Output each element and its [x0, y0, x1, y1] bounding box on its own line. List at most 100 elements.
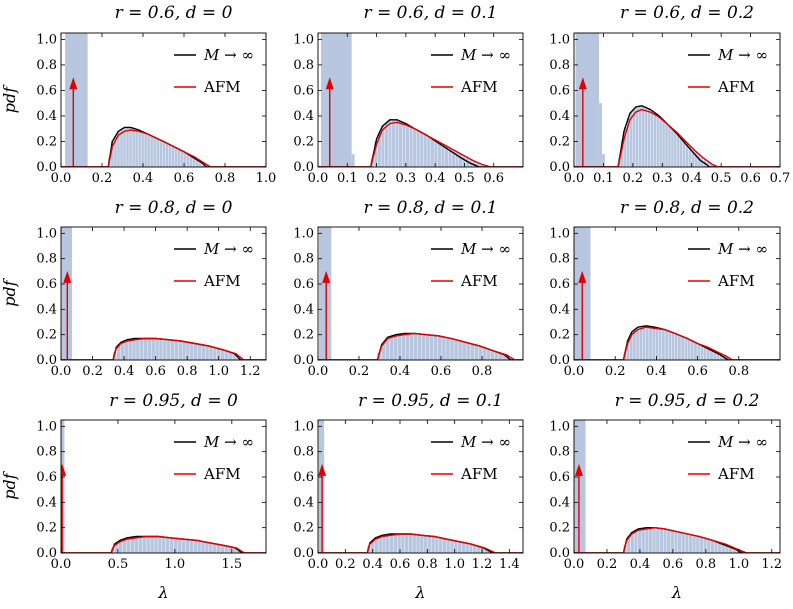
delta-arrowhead	[318, 463, 327, 476]
y-tick-label: 0.0	[36, 353, 57, 368]
histogram-bar	[732, 548, 736, 553]
x-tick-label: 0.7	[770, 171, 791, 186]
x-tick-label: 0.4	[425, 171, 446, 186]
histogram-bar	[166, 339, 171, 360]
histogram-bar	[126, 127, 129, 167]
histogram-bar	[658, 328, 662, 360]
x-tick-label: 0.4	[133, 171, 154, 186]
histogram-bar	[677, 532, 682, 553]
plot-area	[61, 420, 266, 553]
y-tick-label: 0.6	[293, 277, 314, 292]
y-tick-label: 0.0	[549, 353, 570, 368]
y-tick-label: 0.6	[293, 83, 314, 98]
histogram-bar	[659, 117, 662, 167]
afm-curve	[61, 535, 266, 553]
x-tick-label: 0.3	[652, 171, 673, 186]
histogram-bar	[351, 154, 355, 167]
histogram-bar	[710, 540, 714, 553]
y-tick-label: 0.0	[36, 546, 57, 561]
histogram-bar	[455, 152, 459, 167]
histogram-bar	[434, 335, 438, 360]
x-axis-label: λ	[157, 583, 168, 602]
histogram-bar	[129, 127, 132, 167]
histogram-bar	[198, 160, 202, 167]
x-tick-label: 0.0	[51, 171, 72, 186]
y-tick-label: 1.0	[293, 226, 314, 241]
histogram-bar	[146, 536, 150, 553]
histogram-bar	[472, 545, 477, 553]
legend-label-theory: M → ∞	[717, 46, 768, 64]
histogram-bar	[384, 122, 388, 167]
histogram-bar	[665, 123, 668, 167]
histogram-bar	[454, 541, 458, 553]
y-tick-label: 0.8	[549, 58, 570, 73]
histogram-bar	[185, 539, 190, 553]
histogram-bar	[652, 527, 656, 553]
histogram-bar	[451, 150, 456, 167]
histogram-bar	[123, 127, 126, 167]
plot-area	[318, 227, 523, 360]
histogram-bar	[494, 351, 499, 360]
histogram-bar	[168, 144, 172, 167]
histogram-bar	[174, 147, 178, 167]
histogram-bar	[470, 344, 475, 360]
histogram-bar	[450, 540, 454, 553]
histogram-bar	[377, 352, 382, 360]
plot-frame	[60, 419, 267, 554]
histogram-bar	[395, 119, 399, 167]
histogram-bar	[637, 528, 642, 553]
y-tick-label: 1.0	[293, 32, 314, 47]
x-tick-label: 0.2	[605, 364, 626, 379]
histogram-bar	[697, 344, 701, 360]
histogram-bar	[385, 337, 390, 360]
y-tick-label: 0.2	[293, 521, 314, 536]
x-tick-label: 0.8	[417, 557, 438, 572]
histogram-bar	[694, 151, 698, 167]
histogram-bar	[389, 335, 394, 360]
x-tick-label: 0.8	[472, 364, 493, 379]
histogram-bar	[197, 540, 201, 553]
y-tick-label: 0.8	[293, 445, 314, 460]
histogram-bar	[154, 536, 158, 553]
histogram-bar	[320, 33, 352, 167]
delta-arrowhead	[578, 77, 587, 90]
histogram-bar	[209, 543, 213, 553]
plot-frame	[60, 32, 267, 168]
y-tick-label: 0.6	[549, 470, 570, 485]
histogram-bar	[717, 542, 722, 553]
histogram-bar	[712, 165, 715, 167]
histogram-bar	[429, 335, 434, 360]
y-axis-label: pdf	[0, 84, 19, 113]
histogram-bar	[197, 344, 202, 360]
histogram-bar	[228, 352, 232, 360]
x-tick-label: 0.4	[114, 364, 135, 379]
histogram-bar	[397, 334, 402, 360]
histogram-bar	[216, 348, 221, 360]
histogram-bar	[398, 121, 403, 167]
histogram-bar	[178, 340, 182, 360]
histogram-bar	[130, 537, 135, 553]
legend-label-theory: M → ∞	[460, 46, 511, 64]
y-tick-label: 0.4	[293, 495, 314, 510]
histogram-bar	[139, 338, 144, 360]
x-tick-label: 1.0	[165, 557, 186, 572]
histogram-bar	[192, 156, 196, 167]
histogram-bar	[220, 349, 225, 360]
histogram-bar	[177, 538, 182, 553]
plot-frame	[317, 226, 524, 361]
histogram-bar	[448, 148, 452, 167]
histogram-bar	[626, 339, 630, 360]
y-tick-label: 0.0	[36, 160, 57, 175]
histogram-bar	[427, 136, 431, 167]
histogram-bar	[132, 338, 136, 360]
x-tick-label: 0.2	[82, 364, 103, 379]
histogram-bar	[180, 150, 184, 167]
histogram-bar	[408, 534, 413, 553]
legend-label-theory: M → ∞	[203, 46, 254, 64]
histogram-bar	[671, 129, 674, 167]
histogram-bar	[636, 327, 640, 360]
histogram-bar	[138, 536, 143, 553]
y-axis-label: pdf	[0, 277, 19, 306]
histogram-bar	[402, 122, 406, 167]
histogram-bar	[473, 161, 477, 167]
